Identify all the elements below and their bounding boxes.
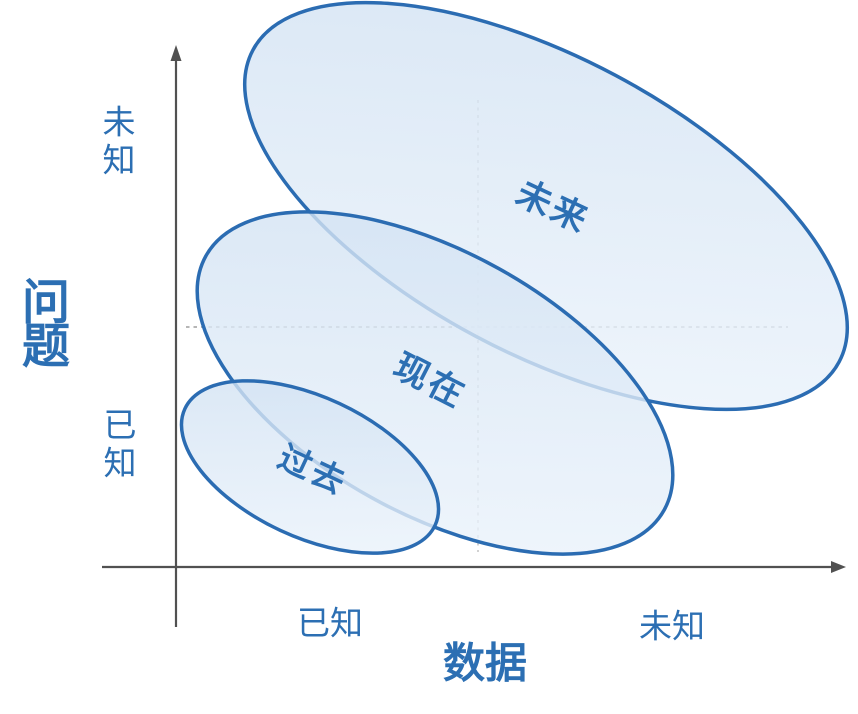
x-axis-left-tick: 已知 (297, 605, 363, 642)
past-ellipse (179, 379, 441, 555)
y-axis-top-tick: 未 知 (103, 104, 136, 179)
y-axis-bottom-tick: 已 知 (104, 407, 137, 482)
x-axis-title: 数据 (443, 640, 527, 687)
y-axis-title-char-2: 题 (22, 321, 70, 374)
y-axis-bottom-tick-char-2: 知 (104, 445, 137, 482)
y-axis-top-tick-char-2: 知 (103, 142, 136, 179)
y-axis-arrow-icon (170, 45, 182, 61)
y-axis-bottom-tick-char-1: 已 (104, 407, 137, 444)
x-axis-right-tick: 未知 (639, 608, 705, 645)
y-axis-title-char-1: 问 (22, 277, 70, 330)
y-axis-top-tick-char-1: 未 (103, 104, 136, 141)
x-axis-arrow-icon (831, 561, 846, 573)
y-axis-title: 问 题 (22, 277, 70, 374)
